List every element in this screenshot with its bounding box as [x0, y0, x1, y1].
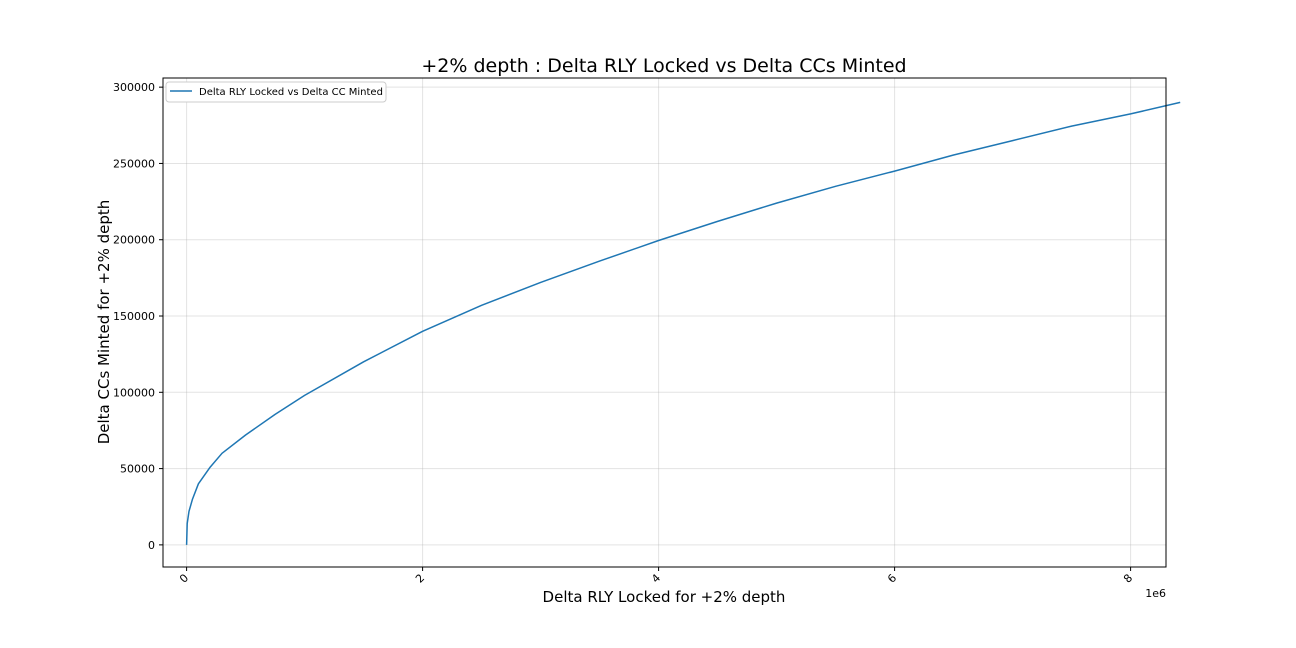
- series-group: [187, 102, 1181, 545]
- y-tick-label: 150000: [113, 310, 155, 323]
- chart-title: +2% depth : Delta RLY Locked vs Delta CC…: [421, 55, 906, 77]
- y-tick-label: 0: [148, 539, 155, 552]
- y-tick-label: 200000: [113, 234, 155, 247]
- x-tick-label: 4: [649, 571, 663, 585]
- x-tick-label: 8: [1121, 571, 1135, 585]
- series-line: [187, 102, 1181, 545]
- legend: Delta RLY Locked vs Delta CC Minted: [166, 82, 386, 102]
- y-axis-label: Delta CCs Minted for +2% depth: [95, 200, 113, 445]
- y-tick-label: 250000: [113, 157, 155, 170]
- x-tick-label: 2: [413, 571, 427, 585]
- grid-lines: [163, 78, 1166, 567]
- x-tick-label: 0: [177, 571, 191, 585]
- x-axis-offset-label: 1e6: [1145, 587, 1166, 600]
- y-axis-ticks: 0 50000 100000 150000 200000 250000 300000: [113, 81, 163, 552]
- legend-label: Delta RLY Locked vs Delta CC Minted: [199, 87, 383, 98]
- plot-frame: [163, 78, 1166, 567]
- y-tick-label: 300000: [113, 81, 155, 94]
- y-tick-label: 100000: [113, 386, 155, 399]
- x-tick-label: 6: [885, 571, 899, 585]
- x-axis-label: Delta RLY Locked for +2% depth: [543, 588, 786, 606]
- y-tick-label: 50000: [120, 463, 155, 476]
- x-axis-ticks: 0 2 4 6 8: [177, 567, 1135, 586]
